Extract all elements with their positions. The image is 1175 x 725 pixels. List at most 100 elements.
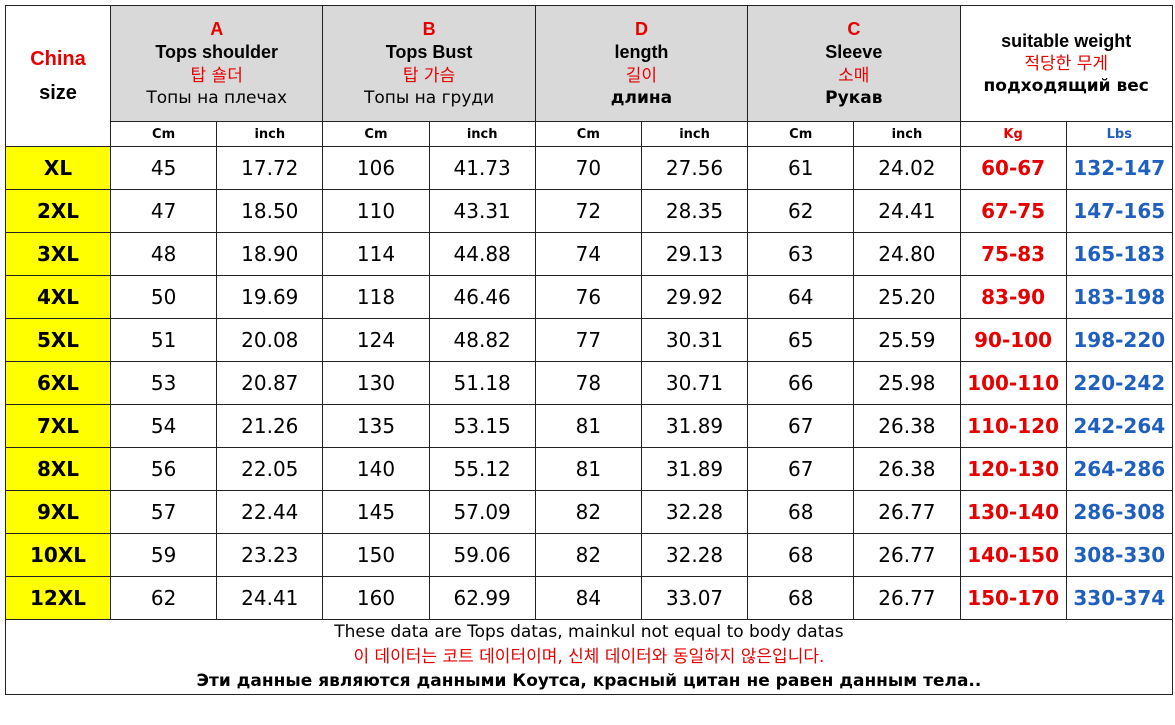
group-letter: A bbox=[210, 19, 224, 40]
value-cell: 24.41 bbox=[216, 576, 324, 620]
value-cell: 51.18 bbox=[428, 361, 536, 405]
size-cell: 3XL bbox=[5, 232, 111, 276]
size-cell: XL bbox=[5, 146, 111, 190]
value-cell: 27.56 bbox=[640, 146, 749, 190]
size-cell: 2XL bbox=[5, 189, 111, 233]
value-cell: 25.20 bbox=[853, 275, 961, 319]
group-letter: D bbox=[634, 19, 648, 40]
value-cell: 114 bbox=[322, 232, 430, 276]
value-cell: 17.72 bbox=[216, 146, 324, 190]
value-cell: 18.90 bbox=[216, 232, 324, 276]
value-cell: 47 bbox=[109, 189, 218, 233]
value-cell: 66 bbox=[747, 361, 855, 405]
value-cell: 62 bbox=[747, 189, 855, 233]
corner-line: size bbox=[39, 82, 77, 104]
group-title: length bbox=[614, 42, 669, 63]
value-cell: 29.92 bbox=[640, 275, 749, 319]
value-cell: 68 bbox=[747, 533, 855, 577]
value-cell: 48 bbox=[109, 232, 218, 276]
value-cell: 59 bbox=[109, 533, 218, 577]
value-cell: 60-67 bbox=[959, 146, 1067, 190]
value-cell: 183-198 bbox=[1065, 275, 1173, 319]
value-cell: 64 bbox=[747, 275, 855, 319]
value-cell: 57 bbox=[109, 490, 218, 534]
value-cell: 140-150 bbox=[959, 533, 1067, 577]
size-cell: 5XL bbox=[5, 318, 111, 362]
value-cell: 48.82 bbox=[428, 318, 536, 362]
value-cell: 82 bbox=[534, 533, 642, 577]
size-cell: 8XL bbox=[5, 447, 111, 491]
group-header: C Sleeve 소매 Рукав bbox=[747, 5, 961, 122]
footer-line: These data are Tops datas, mainkul not e… bbox=[334, 622, 844, 642]
value-cell: 77 bbox=[534, 318, 642, 362]
value-cell: 57.09 bbox=[428, 490, 536, 534]
value-cell: 70 bbox=[534, 146, 642, 190]
unit-cell: Lbs bbox=[1065, 121, 1173, 147]
group-korean: 적당한 무게 bbox=[1024, 54, 1108, 75]
value-cell: 145 bbox=[322, 490, 430, 534]
value-cell: 46.46 bbox=[428, 275, 536, 319]
value-cell: 74 bbox=[534, 232, 642, 276]
unit-cell: Cm bbox=[747, 121, 855, 147]
group-letter: B bbox=[422, 19, 436, 40]
value-cell: 68 bbox=[747, 576, 855, 620]
data-row: 7XL 54 21.26 135 53.15 81 31.89 67 26.38 110-120 2… bbox=[5, 404, 1173, 448]
group-title: suitable weight bbox=[1001, 30, 1132, 51]
value-cell: 26.77 bbox=[853, 576, 961, 620]
size-cell: 12XL bbox=[5, 576, 111, 620]
value-cell: 56 bbox=[109, 447, 218, 491]
value-cell: 160 bbox=[322, 576, 430, 620]
value-cell: 81 bbox=[534, 404, 642, 448]
value-cell: 32.28 bbox=[640, 490, 749, 534]
value-cell: 33.07 bbox=[640, 576, 749, 620]
value-cell: 198-220 bbox=[1065, 318, 1173, 362]
corner-cell: China size bbox=[5, 5, 111, 147]
value-cell: 51 bbox=[109, 318, 218, 362]
value-cell: 59.06 bbox=[428, 533, 536, 577]
unit-cell: Kg bbox=[959, 121, 1067, 147]
value-cell: 67 bbox=[747, 404, 855, 448]
value-cell: 44.88 bbox=[428, 232, 536, 276]
value-cell: 20.08 bbox=[216, 318, 324, 362]
value-cell: 147-165 bbox=[1065, 189, 1173, 233]
value-cell: 150-170 bbox=[959, 576, 1067, 620]
value-cell: 242-264 bbox=[1065, 404, 1173, 448]
size-table: China size A Tops shoulder 탑 숄더 Топы на плеча… bbox=[5, 5, 1173, 695]
data-row: 5XL 51 20.08 124 48.82 77 30.31 65 25.59 90-100 19… bbox=[5, 318, 1173, 362]
group-russian: подходящий вес bbox=[983, 76, 1149, 97]
size-cell: 6XL bbox=[5, 361, 111, 405]
value-cell: 54 bbox=[109, 404, 218, 448]
table-body: China size A Tops shoulder 탑 숄더 Топы на плеча… bbox=[5, 5, 1173, 695]
value-cell: 19.69 bbox=[216, 275, 324, 319]
value-cell: 82 bbox=[534, 490, 642, 534]
data-row: XL 45 17.72 106 41.73 70 27.56 61 24.02 60-67 132-… bbox=[5, 146, 1173, 190]
group-russian: Топы на груди bbox=[363, 87, 495, 108]
data-row: 8XL 56 22.05 140 55.12 81 31.89 67 26.38 120-130 2… bbox=[5, 447, 1173, 491]
group-header: suitable weight 적당한 무게 подходящий вес bbox=[959, 5, 1173, 122]
value-cell: 118 bbox=[322, 275, 430, 319]
value-cell: 220-242 bbox=[1065, 361, 1173, 405]
group-header: A Tops shoulder 탑 숄더 Топы на плечах bbox=[109, 5, 324, 122]
value-cell: 106 bbox=[322, 146, 430, 190]
data-row: 12XL 62 24.41 160 62.99 84 33.07 68 26.77 150-170… bbox=[5, 576, 1173, 620]
unit-cell: Cm bbox=[322, 121, 430, 147]
group-title: Tops Bust bbox=[385, 42, 473, 63]
value-cell: 65 bbox=[747, 318, 855, 362]
group-letter: C bbox=[847, 19, 861, 40]
value-cell: 67 bbox=[747, 447, 855, 491]
value-cell: 110 bbox=[322, 189, 430, 233]
value-cell: 81 bbox=[534, 447, 642, 491]
data-row: 9XL 57 22.44 145 57.09 82 32.28 68 26.77 130-140 2… bbox=[5, 490, 1173, 534]
value-cell: 62 bbox=[109, 576, 218, 620]
footer-line: 이 데이터는 코트 데이터이며, 신체 데이터와 동일하지 않은입니다. bbox=[353, 646, 825, 667]
size-cell: 9XL bbox=[5, 490, 111, 534]
value-cell: 63 bbox=[747, 232, 855, 276]
footer-line: Эти данные являются данными Коутса, крас… bbox=[196, 671, 982, 692]
unit-cell: inch bbox=[428, 121, 536, 147]
value-cell: 61 bbox=[747, 146, 855, 190]
size-cell: 4XL bbox=[5, 275, 111, 319]
size-cell: 7XL bbox=[5, 404, 111, 448]
group-korean: 소매 bbox=[838, 65, 870, 86]
